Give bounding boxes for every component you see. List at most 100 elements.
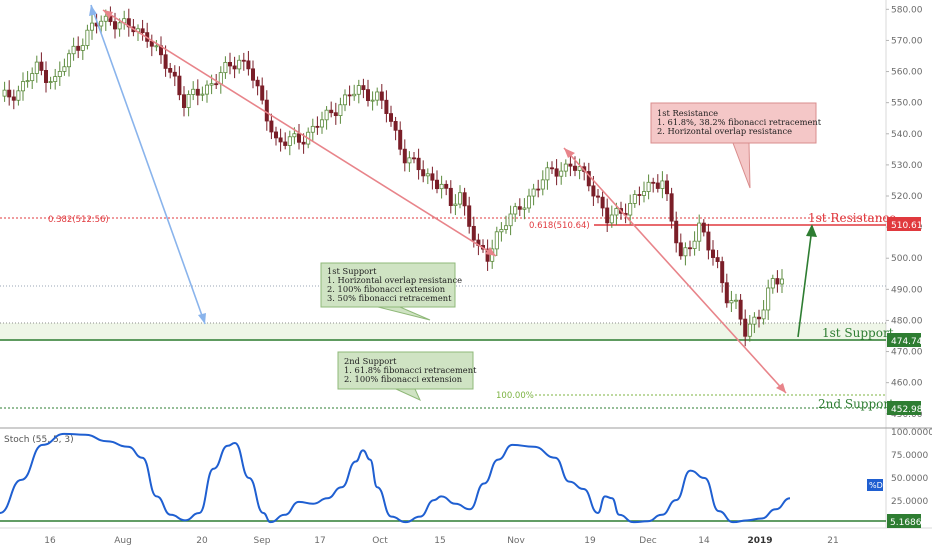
down-trend-arrow-2-head (776, 383, 786, 393)
candle-body (57, 71, 62, 77)
candle-body (227, 62, 232, 67)
candle-body (375, 91, 380, 101)
candle-body (646, 181, 651, 192)
candle-body (430, 173, 435, 181)
candle-body (255, 79, 260, 87)
candle-body (655, 182, 660, 189)
candle-body (2, 89, 7, 97)
candle-body (260, 85, 265, 101)
candle-body (25, 80, 30, 83)
candle-body (20, 81, 25, 92)
candle-body (729, 300, 734, 304)
candle-body (508, 213, 513, 227)
candle-body (453, 203, 458, 206)
candle-body (720, 261, 725, 284)
price-tick-label: 520.00 (891, 192, 923, 202)
candle-body (568, 163, 573, 167)
fib-100-label: 100.00% (496, 391, 534, 401)
price-tick-label: 490.00 (891, 285, 923, 295)
candle-body (250, 68, 255, 81)
candle-body (264, 99, 269, 122)
resistance-note-line-0: 1st Resistance (657, 108, 718, 118)
candle-body (697, 222, 702, 242)
candle-body (545, 167, 550, 181)
time-tick-label: Sep (254, 536, 271, 546)
measure-arrow (90, 4, 206, 325)
down-trend-arrow-1-head (485, 247, 496, 256)
resistance-1-tag-box (887, 217, 921, 231)
projection-arrow-head (806, 224, 817, 237)
candle-body (651, 181, 656, 184)
time-tick-label: 17 (314, 536, 325, 546)
candle-body (204, 84, 209, 95)
candle-body (596, 195, 601, 198)
stoch-axis: 100.0000 75.0000 50.0000 25.0000 (891, 428, 932, 507)
candle-body (347, 94, 352, 97)
support-1-note-box (320, 262, 456, 308)
projection-arrow (797, 227, 813, 338)
stoch-d-line (0, 432, 791, 524)
candle-body (692, 240, 697, 249)
support-1-note-line-2: 2. 100% fibonacci extension (327, 284, 446, 294)
candle-body (181, 94, 186, 108)
support-zone (0, 323, 886, 341)
candle-body (48, 81, 53, 83)
candle-body (209, 83, 214, 86)
candle-body (407, 157, 412, 164)
candle-body (283, 141, 288, 146)
candle-body (738, 299, 743, 320)
price-tick-label: 530.00 (891, 161, 923, 171)
candle-body (766, 287, 771, 311)
fib-0618-label: 0.618(510.64) (529, 221, 590, 231)
candle-body (701, 222, 706, 233)
candle-body (448, 187, 453, 206)
candle-body (775, 278, 780, 285)
candle-body (471, 225, 476, 241)
candle-body (30, 73, 35, 82)
candle-body (319, 119, 324, 128)
candle-body (517, 206, 522, 210)
candle-body (329, 109, 334, 114)
support-1-tag-box (887, 333, 921, 347)
candle-body (44, 70, 49, 83)
candle-body (605, 207, 610, 224)
candle-body (770, 278, 775, 289)
candle-body (586, 171, 591, 187)
price-tick-label: 540.00 (891, 130, 923, 140)
stoch-tick-label: 25.0000 (891, 497, 928, 507)
time-tick-label: Nov (507, 536, 525, 546)
time-tick-label: 2019 (747, 536, 772, 546)
candle-body (421, 169, 426, 177)
support-1-label: 1st Support (822, 326, 894, 340)
time-tick-label: 20 (196, 536, 208, 546)
candle-body (16, 90, 21, 101)
candle-body (609, 214, 614, 224)
candle-body (39, 61, 44, 71)
candle-body (200, 93, 205, 96)
candle-body (411, 157, 416, 160)
candle-body (563, 163, 568, 172)
price-tick-label: 570.00 (891, 36, 923, 46)
candle-body (527, 195, 532, 209)
support-2-label: 2nd Support (818, 397, 894, 411)
support-1-note-pointer (377, 306, 431, 321)
candle-body (7, 89, 12, 98)
candle-body (356, 85, 361, 95)
candle-body (444, 183, 449, 189)
stoch-title: Stoch (55, 5, 3) (4, 435, 74, 445)
candle-body (678, 242, 683, 257)
price-tick-label: 500.00 (891, 254, 923, 264)
chart-frame (0, 0, 932, 529)
candle-body (370, 99, 375, 102)
time-tick-label: Oct (372, 536, 388, 546)
candle-body (71, 45, 76, 55)
candle-body (402, 148, 407, 164)
candle-body (296, 133, 301, 143)
candle-body (559, 170, 564, 177)
price-tags: 510.61 474.74 452.98 (887, 217, 923, 415)
support-1-tag: 474.74 (891, 337, 923, 347)
time-tick-label: 21 (827, 536, 838, 546)
price-tick-label: 580.00 (891, 5, 923, 15)
candle-body (223, 62, 228, 74)
